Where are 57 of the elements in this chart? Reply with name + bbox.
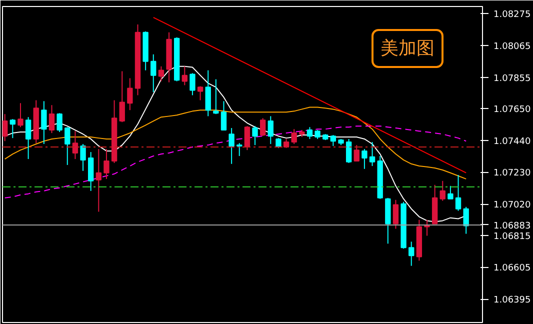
candlestick [88, 152, 94, 192]
candlestick [306, 126, 313, 140]
candlestick [330, 134, 336, 146]
candlestick [158, 66, 164, 82]
candlestick [276, 138, 282, 148]
candlestick [96, 148, 102, 212]
candlestick [205, 70, 211, 117]
candlestick [190, 72, 196, 96]
y-tick-label: 1.06605 [494, 264, 531, 274]
candlestick [440, 180, 446, 202]
candlestick [197, 86, 204, 101]
ref-line-label: 1.06883 [494, 221, 531, 232]
candlestick [41, 100, 47, 144]
candlestick [64, 126, 70, 166]
y-tick-label: 1.07230 [494, 168, 531, 179]
y-tick-label: 1.07650 [494, 104, 531, 115]
candlestick [260, 118, 266, 137]
candlestick [72, 130, 78, 160]
candlestick [220, 100, 227, 131]
candlestick [346, 138, 352, 164]
candlestick [268, 116, 274, 144]
candlestick [10, 118, 16, 139]
y-tick-label: 1.07020 [494, 200, 531, 211]
candlestick [2, 114, 8, 142]
candlestick [228, 128, 234, 164]
candlestick [291, 128, 297, 144]
annotation: 美加图 [380, 38, 434, 59]
y-tick-label: 1.07440 [494, 136, 531, 147]
candlestick [119, 70, 125, 123]
candlestick [408, 241, 414, 266]
y-tick-label: 1.06395 [494, 296, 531, 306]
candlestick [56, 112, 62, 132]
candlestick [455, 174, 462, 212]
candlestick [424, 219, 430, 236]
candlestick [48, 104, 55, 134]
y-tick-label: 1.06815 [494, 232, 531, 242]
candlestick [182, 66, 188, 86]
candlestick [463, 206, 469, 234]
candlestick [236, 142, 242, 156]
candlestick [127, 78, 133, 111]
line-series [4, 106, 467, 180]
candlestick [448, 185, 454, 200]
candlestick [392, 199, 399, 230]
y-tick-label: 1.08065 [494, 42, 531, 52]
candlestick [25, 116, 32, 160]
candlestick [213, 78, 219, 115]
candlestick [244, 126, 250, 151]
candlestick [252, 126, 258, 146]
candlestick [354, 144, 360, 162]
y-tick-label: 1.07855 [494, 74, 531, 84]
y-tick-label: 1.08275 [494, 10, 531, 20]
candlestick [150, 54, 156, 93]
candlestick [80, 143, 86, 172]
candlestick [18, 102, 24, 128]
candlestick [362, 148, 368, 170]
candlestick [369, 142, 376, 167]
candlestick [104, 148, 110, 180]
